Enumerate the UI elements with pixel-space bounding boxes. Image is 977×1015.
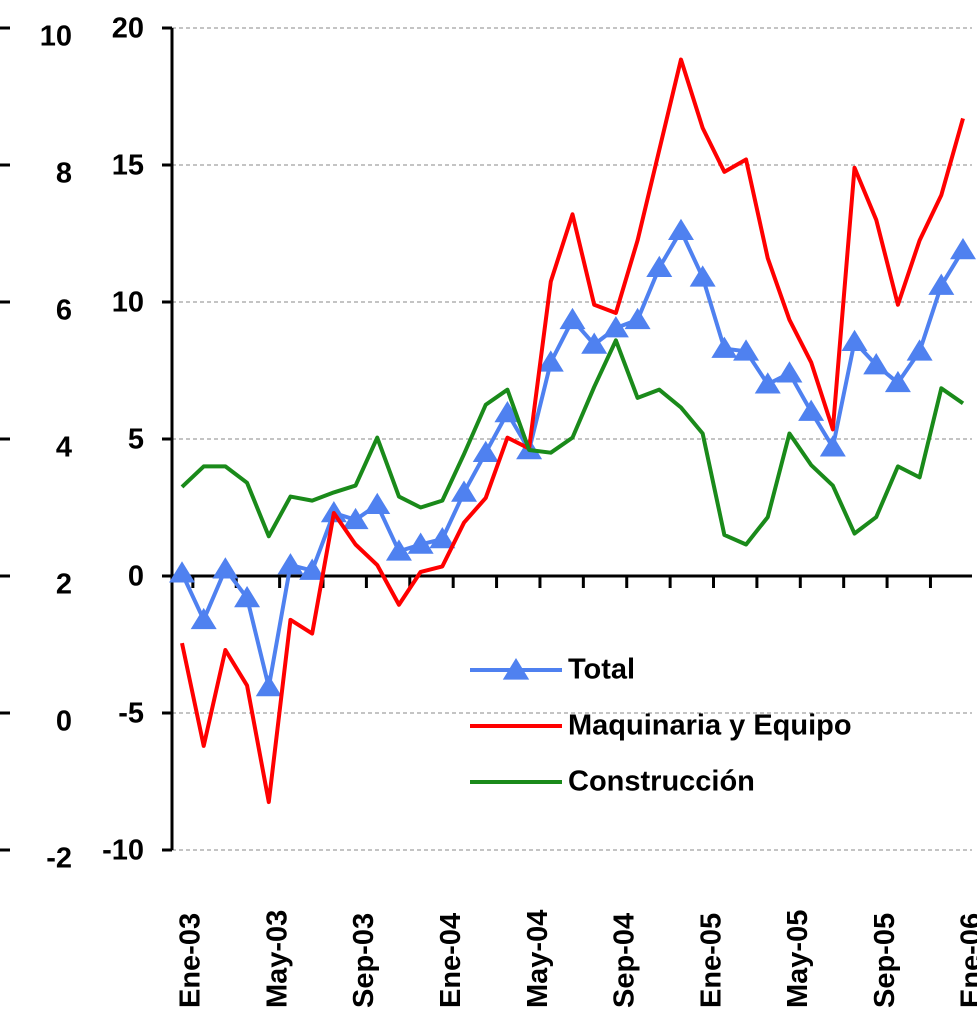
marker (472, 440, 499, 462)
marker (733, 339, 760, 361)
y2-tick-label: 8 (56, 158, 72, 190)
y-tick-label: -10 (102, 835, 144, 867)
x-tick-label: Ene-03 (175, 913, 207, 1008)
marker (906, 339, 933, 361)
marker (559, 307, 586, 330)
y2-tick-label: -2 (46, 843, 72, 875)
marker (928, 273, 955, 295)
series-line (180, 228, 965, 689)
marker (212, 557, 239, 579)
legend-marker (502, 658, 530, 680)
marker (711, 336, 738, 358)
y-tick-label: 10 (112, 287, 144, 319)
marker (342, 507, 369, 530)
marker (299, 558, 326, 580)
marker (863, 353, 890, 375)
marker (841, 329, 868, 352)
marker (819, 435, 846, 457)
marker (169, 561, 195, 583)
x-tick-label: May-03 (261, 910, 293, 1008)
marker (429, 527, 456, 549)
marker (277, 553, 304, 575)
marker (776, 361, 803, 383)
marker (884, 370, 911, 393)
series-line (180, 338, 965, 547)
marker (798, 399, 825, 421)
y2-tick-label: 4 (56, 432, 72, 464)
y2-tick-label: 0 (56, 706, 72, 738)
marker (537, 350, 564, 372)
marker (646, 255, 673, 278)
x-tick-label: Sep-05 (869, 913, 901, 1008)
legend-label: Total (568, 654, 635, 686)
legend-label: Construcción (568, 766, 755, 798)
y2-tick-label: 2 (56, 569, 72, 601)
marker (255, 675, 282, 697)
y-tick-label: -5 (118, 698, 144, 730)
legend-label: Maquinaria y Equipo (568, 710, 852, 742)
marker (364, 492, 391, 515)
marker (602, 316, 629, 338)
marker (624, 307, 651, 330)
marker (581, 332, 608, 354)
x-tick-label: Sep-03 (348, 913, 380, 1008)
marker (385, 539, 412, 561)
marker (754, 372, 781, 394)
marker (190, 607, 217, 630)
marker (451, 480, 478, 502)
y-tick-label: 0 (128, 561, 144, 593)
x-tick-label: May-04 (522, 910, 554, 1008)
marker (950, 237, 976, 260)
marker (667, 218, 694, 241)
y-tick-label: 5 (128, 424, 144, 456)
y-tick-label: 15 (112, 150, 144, 182)
x-tick-label: Sep-04 (609, 913, 641, 1008)
marker (234, 585, 261, 608)
y2-tick-label: 10 (40, 21, 72, 53)
marker (689, 265, 716, 287)
marker (407, 532, 434, 554)
x-tick-label: Ene-04 (435, 913, 467, 1008)
x-tick-label: Ene-06 (956, 913, 977, 1008)
x-tick-label: Ene-05 (695, 913, 727, 1008)
y2-tick-label: 6 (56, 295, 72, 327)
series-line (180, 57, 965, 805)
x-tick-label: May-05 (782, 910, 814, 1008)
y-tick-label: 20 (112, 13, 144, 45)
